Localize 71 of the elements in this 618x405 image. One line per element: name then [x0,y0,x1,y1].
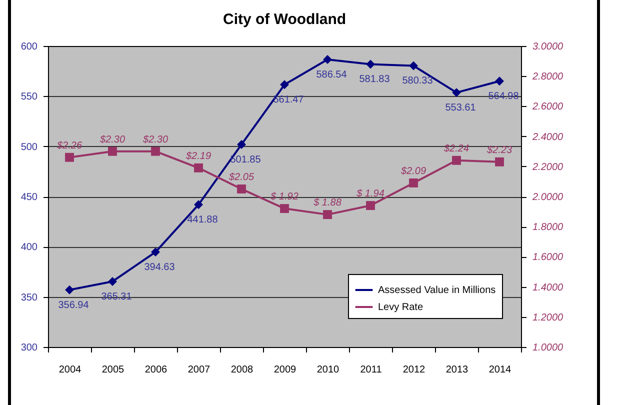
y-tick-label: 350 [20,292,38,304]
data-label: 501.85 [230,154,262,166]
data-label: $2.30 [98,134,126,146]
point [65,285,74,294]
point [366,60,375,69]
y2-tick-label: 1.0000 [532,342,564,354]
point [237,140,246,149]
point [65,152,74,162]
point [452,156,461,165]
data-label: 580.33 [402,76,434,87]
point [151,146,160,156]
point [237,184,246,194]
data-label: 553.61 [445,102,476,114]
data-label: $2.09 [400,166,426,177]
y2-tick-label: 2.4000 [532,132,564,143]
x-tick-label: 2005 [102,364,125,376]
y-tick-label: 550 [20,92,38,103]
legend-label: Levy Rate [378,302,424,313]
x-tick-label: 2012 [402,364,426,376]
y2-tick-label: 2.2000 [532,162,564,173]
point [108,146,117,156]
y-tick-label: 300 [20,342,38,354]
legend-label: Assessed Value in Millions [378,285,496,296]
data-label: 581.83 [359,74,390,86]
data-label: $2.30 [142,134,168,146]
x-tick-label: 2007 [188,364,211,376]
data-label: $2.23 [486,144,512,156]
point [409,61,418,70]
point [280,204,289,214]
data-label: $2.05 [228,172,254,183]
y2-tick-label: 1.4000 [532,282,564,294]
x-tick-label: 2006 [144,364,168,376]
y2-tick-label: 2.0000 [532,192,564,203]
data-label: 586.54 [316,70,348,81]
y2-tick-label: 2.6000 [532,102,564,113]
point [495,157,504,166]
point [108,277,117,286]
point [194,163,203,172]
point [409,178,418,188]
y-tick-label: 450 [20,192,38,203]
data-label: 394.63 [144,262,176,274]
x-tick-label: 2010 [316,364,340,376]
x-tick-label: 2004 [58,364,82,376]
x-tick-label: 2011 [360,364,382,376]
point [323,210,332,220]
data-label: 356.94 [58,300,90,311]
y-tick-label: 400 [20,242,38,254]
y2-tick-label: 2.8000 [532,72,564,83]
y2-tick-label: 1.6000 [532,252,564,264]
x-tick-label: 2013 [446,364,469,376]
data-label: $ 1.88 [312,198,342,209]
point [323,55,332,64]
y2-tick-label: 1.2000 [532,312,564,324]
y-tick-label: 500 [20,142,38,153]
x-tick-label: 2009 [274,364,297,376]
data-label: $ 1.94 [356,188,385,200]
chart-title: City of Woodland [222,11,346,28]
data-label: 441.88 [187,214,218,226]
data-label: 561.47 [273,94,304,106]
point [452,88,461,98]
x-tick-label: 2008 [230,364,254,376]
point [194,200,203,210]
point [366,201,375,210]
y2-tick-label: 3.0000 [532,42,564,52]
data-label: $2.19 [184,150,212,162]
y2-tick-label: 1.8000 [532,222,564,234]
point [151,248,160,257]
x-tick-label: 2014 [488,364,512,376]
y-tick-label: 600 [20,42,38,52]
point [280,80,289,90]
point [495,76,504,86]
